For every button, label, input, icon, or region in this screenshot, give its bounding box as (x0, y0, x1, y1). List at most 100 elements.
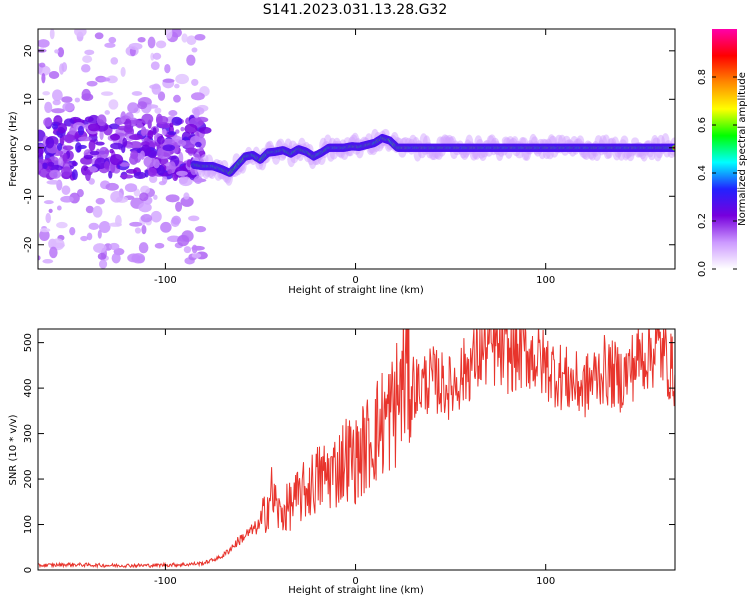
heat-blob (141, 224, 147, 235)
heat-blob (193, 108, 200, 119)
heat-blob (108, 242, 120, 251)
heat-blob (137, 101, 148, 110)
heat-blob (108, 222, 122, 227)
heat-blob (49, 169, 62, 179)
heat-blob (150, 210, 162, 223)
heat-blob (74, 97, 81, 103)
heat-blob (153, 158, 160, 169)
heat-blob (167, 131, 177, 136)
snr-line (38, 329, 675, 569)
heat-blob (99, 129, 104, 141)
heat-blob (106, 75, 118, 84)
heat-blob (161, 128, 167, 136)
heat-blob (191, 244, 198, 254)
heat-blob (57, 157, 64, 168)
heat-blob (41, 72, 46, 84)
heat-blob (174, 83, 180, 89)
heat-blob (186, 35, 197, 46)
heat-blob (99, 259, 108, 269)
heat-blob (121, 144, 126, 154)
heat-blob (191, 47, 198, 53)
heat-blob (168, 110, 178, 117)
heat-blob (120, 111, 127, 123)
heat-blob (173, 94, 181, 103)
heat-blob (180, 196, 194, 207)
heat-blob (180, 126, 185, 132)
heat-blob (51, 123, 58, 130)
heat-blob (181, 33, 188, 43)
colorbar-label: Normalized spectral amplitude (737, 72, 748, 226)
heat-blob (47, 161, 55, 167)
heat-blob (64, 134, 74, 144)
heat-blob (74, 29, 87, 37)
spectrogram-frame (37, 28, 676, 270)
heat-blob (197, 120, 204, 126)
heat-blob (53, 116, 63, 122)
heat-blob (80, 64, 91, 73)
heat-blob (178, 176, 188, 185)
heat-blob (138, 242, 149, 254)
heat-blob (100, 91, 114, 96)
heat-blob (194, 33, 206, 41)
heat-blob (85, 169, 91, 182)
heat-blob (198, 150, 206, 156)
heat-blob (191, 253, 202, 259)
heat-blob (155, 40, 167, 49)
heat-blob (148, 174, 158, 184)
heat-blob (119, 162, 131, 167)
heat-blob (122, 137, 128, 148)
heat-blob (184, 123, 198, 134)
heat-blob (177, 139, 187, 147)
heat-blob (43, 200, 54, 205)
heat-blob (111, 252, 121, 264)
heat-blob (191, 78, 199, 86)
heat-blob (43, 117, 53, 127)
heat-blob (42, 91, 51, 96)
heat-blob (139, 192, 149, 202)
heat-blob (136, 122, 144, 129)
heat-blob (48, 71, 60, 79)
heat-blob (165, 194, 180, 203)
heat-blob (156, 115, 169, 125)
heat-blob (56, 221, 68, 229)
heat-blob (56, 122, 68, 134)
snr-series (38, 329, 675, 569)
heat-blob (109, 123, 120, 130)
heat-blob (38, 146, 44, 158)
heat-blob (108, 170, 113, 179)
heat-blob (61, 96, 73, 103)
heat-blob (128, 134, 143, 141)
colorbar-tick-label: 0.0 (697, 261, 708, 277)
heat-blob (52, 89, 63, 102)
heat-blob (164, 63, 171, 74)
heat-blob (162, 144, 176, 152)
snr-x-label: Height of straight line (km) (288, 585, 424, 596)
snr-ytick-label: 0 (23, 567, 34, 573)
heat-blob (42, 259, 54, 264)
heat-blob (124, 183, 138, 193)
heat-blob (45, 212, 51, 224)
heat-blob (109, 153, 124, 166)
heat-blob (69, 226, 76, 236)
heat-blob (131, 91, 143, 96)
snr-y-label: SNR (10 * v/v) (8, 414, 19, 485)
heat-blob (143, 155, 156, 168)
heat-blob (152, 127, 157, 136)
snr-panel: -100 0 100 0 100 200 300 400 500 Height of strai… (8, 328, 676, 596)
heat-blob (88, 222, 100, 230)
heat-blob (77, 125, 85, 136)
heat-blob (83, 154, 94, 160)
heat-blob (150, 61, 160, 70)
heat-blob (57, 47, 65, 58)
heat-blob (167, 169, 173, 175)
heat-blob (183, 192, 190, 200)
heat-blob (129, 120, 143, 125)
colorbar-ticks: 0.0 0.2 0.4 0.6 0.8 (697, 69, 737, 277)
heat-blob (51, 108, 65, 114)
snr-xtick-label: 0 (352, 576, 358, 587)
heat-blob (165, 29, 173, 40)
ridge-halo (548, 135, 557, 146)
heat-blob (39, 229, 50, 241)
